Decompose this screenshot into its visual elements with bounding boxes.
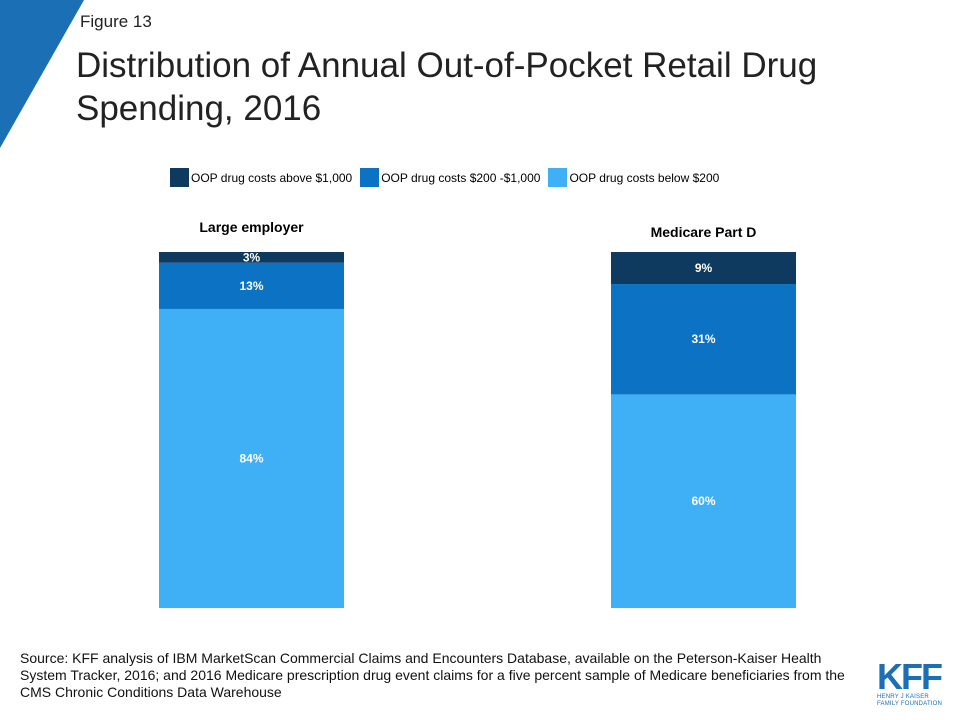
data-label-large-employer-oop-drug-costs-above-1-000: 3% xyxy=(243,250,261,264)
data-label-large-employer-oop-drug-costs-below-200: 84% xyxy=(239,451,263,465)
source-note: Source: KFF analysis of IBM MarketScan C… xyxy=(20,650,845,700)
data-label-medicare-part-d-oop-drug-costs-200-1-000: 31% xyxy=(691,332,715,346)
logo-subtitle-line2: FAMILY FOUNDATION xyxy=(877,701,943,707)
bar-segment-medicare-part-d-oop-drug-costs-200-1-000 xyxy=(611,284,796,395)
logo-mark: KFF xyxy=(877,656,943,697)
chart-legend: OOP drug costs above $1,000 OOP drug cos… xyxy=(170,168,727,187)
bar-segment-large-employer-oop-drug-costs-200-1-000 xyxy=(159,262,344,309)
data-label-medicare-part-d-oop-drug-costs-above-1-000: 9% xyxy=(695,261,713,275)
bar-segment-large-employer-oop-drug-costs-above-1-000 xyxy=(159,252,344,263)
data-label-medicare-part-d-oop-drug-costs-below-200: 60% xyxy=(691,494,715,508)
bar-segment-large-employer-oop-drug-costs-below-200 xyxy=(159,308,344,608)
legend-swatch-200-1000 xyxy=(360,168,380,187)
figure-label: Figure 13 xyxy=(80,12,152,31)
category-label-medicare-part-d: Medicare Part D xyxy=(651,224,757,240)
legend-item-200-1000: OOP drug costs $200 -$1,000 xyxy=(360,168,540,187)
legend-item-below-200: OOP drug costs below $200 xyxy=(548,168,719,187)
bar-segment-medicare-part-d-oop-drug-costs-below-200 xyxy=(611,394,796,608)
legend-swatch-below-200 xyxy=(548,168,568,187)
corner-accent-triangle xyxy=(0,0,84,148)
chart-title: Distribution of Annual Out-of-Pocket Ret… xyxy=(76,46,818,128)
legend-label-200-1000: OOP drug costs $200 -$1,000 xyxy=(381,170,541,185)
data-label-large-employer-oop-drug-costs-200-1-000: 13% xyxy=(239,279,263,293)
legend-swatch-above-1000 xyxy=(170,168,189,187)
logo-subtitle-line1: HENRY J KAISER xyxy=(877,694,929,700)
legend-label-below-200: OOP drug costs below $200 xyxy=(569,170,720,185)
kff-logo: KFF HENRY J KAISER FAMILY FOUNDATION xyxy=(877,656,947,710)
legend-label-above-1000: OOP drug costs above $1,000 xyxy=(191,170,353,185)
category-label-large-employer: Large employer xyxy=(199,219,304,235)
bar-segment-medicare-part-d-oop-drug-costs-above-1-000 xyxy=(611,252,796,285)
legend-item-above-1000: OOP drug costs above $1,000 xyxy=(170,168,352,187)
